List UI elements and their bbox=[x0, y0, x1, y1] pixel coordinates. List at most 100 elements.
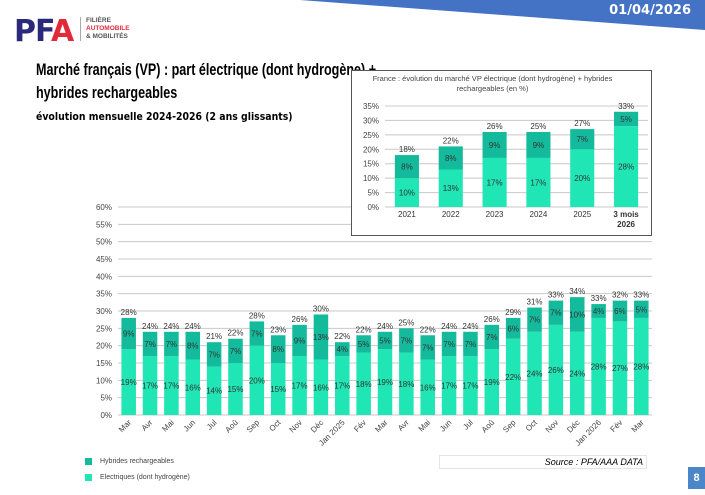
data-label: 8% bbox=[445, 154, 457, 163]
bar-electric bbox=[313, 359, 329, 415]
total-label: 24% bbox=[377, 322, 393, 331]
x-tick-label: Jun bbox=[182, 418, 197, 433]
data-label: 6% bbox=[614, 307, 626, 316]
total-label: 24% bbox=[163, 322, 179, 331]
total-label: 27% bbox=[574, 119, 590, 128]
data-label: 7% bbox=[144, 340, 156, 349]
bar-phev bbox=[394, 155, 419, 179]
x-tick-label: Nov bbox=[288, 418, 304, 434]
data-label: 7% bbox=[529, 316, 541, 325]
x-tick-label: Mar bbox=[630, 418, 646, 434]
x-tick-label: Déc bbox=[309, 418, 325, 434]
data-label: 19% bbox=[377, 378, 393, 387]
data-label: 19% bbox=[121, 378, 137, 387]
x-tick-label: 2024 bbox=[530, 210, 548, 219]
x-tick-label: Déc bbox=[565, 418, 581, 434]
bar-phev bbox=[335, 342, 350, 357]
page-title: Marché français (VP) : part électrique (… bbox=[36, 60, 377, 102]
total-label: 32% bbox=[612, 291, 628, 300]
bar-electric bbox=[121, 349, 136, 415]
bar-electric bbox=[634, 317, 649, 415]
y-tick-label: 0% bbox=[367, 203, 379, 212]
bar-phev bbox=[185, 331, 201, 360]
y-tick-label: 10% bbox=[96, 376, 112, 385]
total-label: 22% bbox=[334, 332, 350, 341]
bar-phev bbox=[249, 321, 265, 346]
bar-phev bbox=[634, 300, 649, 318]
x-tick-label: Aoû bbox=[223, 418, 239, 434]
y-tick-label: 15% bbox=[363, 160, 379, 169]
data-label: 7% bbox=[465, 340, 477, 349]
y-tick-label: 45% bbox=[96, 255, 112, 264]
data-label: 10% bbox=[569, 310, 585, 319]
bar-phev bbox=[420, 335, 435, 360]
bar-electric bbox=[527, 331, 542, 415]
bar-phev bbox=[377, 331, 393, 350]
total-label: 33% bbox=[618, 102, 634, 111]
bar-phev bbox=[356, 335, 371, 353]
data-label: 4% bbox=[593, 307, 605, 316]
legend-phev: Hybrides rechargeables bbox=[85, 458, 174, 465]
data-label: 16% bbox=[420, 383, 436, 392]
bar-phev bbox=[614, 111, 639, 127]
total-label: 24% bbox=[441, 322, 457, 331]
bar-electric bbox=[185, 359, 201, 415]
x-tick-label: Mai bbox=[160, 418, 176, 434]
data-label: 8% bbox=[272, 345, 284, 354]
annual-chart-box: 0% 5% 10% 15% 20% 25% 30% 35% 10% 8% 18% 2021 13% 8% 2… bbox=[351, 70, 652, 236]
data-label: 17% bbox=[163, 382, 179, 391]
total-label: 22% bbox=[420, 325, 436, 334]
data-label: 7% bbox=[208, 350, 220, 359]
x-tick-label: Mar bbox=[117, 418, 133, 434]
x-tick-label: Oct bbox=[267, 418, 283, 434]
bar-electric bbox=[249, 345, 265, 415]
bar-electric bbox=[377, 349, 393, 415]
data-label: 5% bbox=[636, 305, 648, 314]
x-tick-label: 2025 bbox=[573, 210, 591, 219]
bar-electric bbox=[438, 169, 463, 207]
annual-chart: 0% 5% 10% 15% 20% 25% 30% 35% 10% 8% 18% 2021 13% 8% 2… bbox=[363, 102, 648, 229]
total-label: 26% bbox=[292, 315, 308, 324]
total-label: 24% bbox=[462, 322, 478, 331]
y-tick-label: 5% bbox=[367, 189, 379, 198]
x-tick-label: 2023 bbox=[486, 210, 504, 219]
y-tick-label: 15% bbox=[96, 359, 112, 368]
annual-chart-title: France : évolution du marché VP électriq… bbox=[372, 74, 613, 93]
bar-electric bbox=[612, 321, 628, 415]
x-tick-label: 2026 bbox=[617, 220, 635, 229]
data-label: 13% bbox=[313, 333, 329, 342]
bar-electric bbox=[570, 149, 595, 207]
y-tick-label: 0% bbox=[100, 411, 112, 420]
data-label: 15% bbox=[270, 385, 286, 394]
bar-electric bbox=[399, 352, 414, 415]
total-label: 26% bbox=[484, 315, 500, 324]
source: Source : PFA/AAA DATA bbox=[439, 455, 647, 469]
bar-electric bbox=[482, 157, 507, 207]
legend-swatch-ev bbox=[85, 474, 92, 481]
bar-phev bbox=[441, 331, 457, 357]
x-tick-label: Sep bbox=[501, 418, 518, 435]
bar-electric bbox=[441, 356, 457, 415]
bar-electric bbox=[356, 352, 371, 415]
x-tick-label: Fév bbox=[352, 418, 368, 434]
legend-label: Electriques (dont hydrogène) bbox=[100, 474, 190, 481]
total-label: 26% bbox=[487, 122, 503, 131]
data-label: 27% bbox=[612, 364, 628, 373]
total-label: 28% bbox=[121, 308, 137, 317]
total-label: 34% bbox=[569, 287, 585, 296]
data-label: 7% bbox=[550, 309, 562, 318]
data-label: 28% bbox=[591, 362, 607, 371]
data-label: 17% bbox=[292, 382, 308, 391]
data-label: 14% bbox=[206, 387, 222, 396]
data-label: 6% bbox=[507, 324, 519, 333]
data-label: 7% bbox=[251, 330, 263, 339]
bar-phev bbox=[569, 297, 585, 332]
bar-phev bbox=[482, 131, 507, 158]
header-band bbox=[300, 0, 705, 30]
page-subtitle: évolution mensuelle 2024-2026 (2 ans gli… bbox=[36, 110, 293, 123]
data-label: 13% bbox=[443, 184, 459, 193]
bar-electric bbox=[335, 356, 350, 415]
data-label: 7% bbox=[401, 336, 413, 345]
x-tick-label: 2022 bbox=[442, 210, 460, 219]
bar-electric bbox=[463, 356, 478, 415]
